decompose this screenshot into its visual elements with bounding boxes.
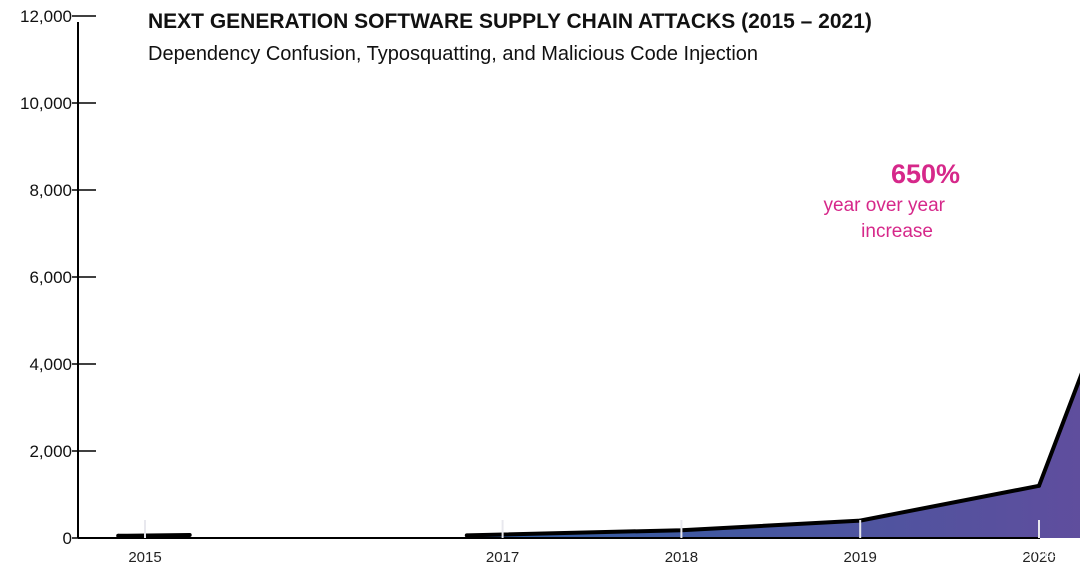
data-point	[116, 533, 121, 538]
y-tick-label: 2,000	[29, 442, 72, 461]
x-ticks: 201520172018201920202021	[128, 520, 1056, 566]
y-ticks: 0 2,000 4,000 6,000 8,000 10,000 12,000	[20, 7, 96, 548]
series-lines	[116, 372, 1080, 538]
x-tick-label: 2019	[844, 549, 877, 566]
watermark: @稀土掘金技术社区	[937, 542, 1072, 560]
x-tick-label: 2020	[1022, 549, 1055, 566]
annotation-percent: 650%	[891, 159, 960, 189]
y-tick-label: 10,000	[20, 94, 72, 113]
annotation-line-1: year over year	[824, 195, 946, 216]
chart-subtitle: Dependency Confusion, Typosquatting, and…	[148, 43, 758, 65]
area-series-2	[466, 378, 1080, 538]
y-tick-label: 12,000	[20, 7, 72, 26]
annotation-line-2: increase	[861, 221, 933, 242]
area-fills	[118, 378, 1080, 538]
y-tick-label: 0	[63, 529, 72, 548]
data-point	[1037, 483, 1041, 488]
line-series-2	[466, 372, 1080, 538]
x-tick-label: 2018	[665, 549, 698, 566]
data-point	[464, 533, 469, 538]
y-tick-label: 4,000	[29, 355, 72, 374]
x-tick-label: 2015	[128, 549, 161, 566]
y-tick-label: 6,000	[29, 268, 72, 287]
chart-title: NEXT GENERATION SOFTWARE SUPPLY CHAIN AT…	[148, 10, 872, 33]
data-point	[187, 533, 192, 537]
line-series-1	[118, 533, 190, 538]
x-tick-label: 2017	[486, 549, 519, 566]
y-tick-label: 8,000	[29, 181, 72, 200]
